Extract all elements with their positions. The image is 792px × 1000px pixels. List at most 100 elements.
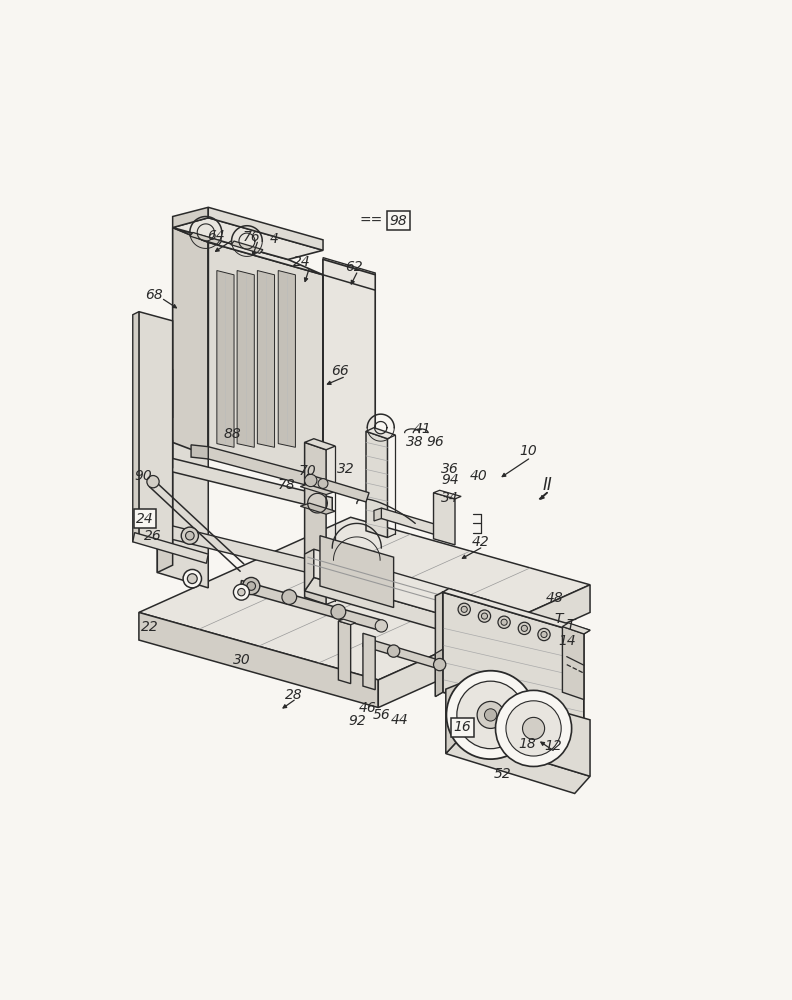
Polygon shape — [158, 323, 173, 573]
Polygon shape — [173, 218, 323, 259]
Text: 10: 10 — [520, 444, 538, 458]
Polygon shape — [257, 271, 275, 447]
Polygon shape — [139, 312, 173, 548]
Polygon shape — [305, 549, 314, 591]
Text: 4: 4 — [269, 232, 278, 246]
Polygon shape — [433, 493, 455, 545]
Polygon shape — [133, 533, 208, 563]
Polygon shape — [139, 362, 150, 414]
Polygon shape — [366, 428, 395, 439]
Circle shape — [433, 658, 446, 671]
Polygon shape — [208, 447, 323, 490]
Circle shape — [521, 625, 527, 631]
Polygon shape — [323, 259, 375, 502]
Polygon shape — [190, 232, 222, 245]
Circle shape — [185, 531, 194, 540]
Polygon shape — [305, 439, 335, 450]
Text: 76: 76 — [242, 230, 260, 244]
Polygon shape — [562, 623, 590, 634]
Text: 34: 34 — [441, 491, 459, 505]
Text: 42: 42 — [472, 535, 489, 549]
Polygon shape — [191, 445, 208, 459]
Text: 32: 32 — [337, 462, 355, 476]
Circle shape — [501, 619, 507, 625]
Polygon shape — [300, 503, 335, 514]
Polygon shape — [323, 258, 375, 275]
Polygon shape — [237, 271, 254, 447]
Polygon shape — [139, 433, 150, 465]
Text: II: II — [543, 476, 552, 494]
Text: 48: 48 — [546, 591, 563, 605]
Circle shape — [498, 616, 510, 628]
Text: 94: 94 — [441, 473, 459, 487]
Circle shape — [506, 701, 562, 756]
Polygon shape — [139, 612, 379, 708]
Polygon shape — [323, 259, 375, 290]
Text: 92: 92 — [348, 714, 366, 728]
Polygon shape — [436, 649, 443, 697]
Text: 28: 28 — [285, 688, 303, 702]
Text: 16: 16 — [454, 720, 471, 734]
Text: 14: 14 — [558, 634, 576, 648]
Text: 40: 40 — [470, 469, 487, 483]
Circle shape — [181, 527, 199, 544]
Circle shape — [147, 476, 159, 488]
Polygon shape — [363, 638, 487, 683]
Polygon shape — [231, 241, 263, 253]
Text: 30: 30 — [233, 653, 250, 667]
Polygon shape — [363, 633, 375, 690]
Text: 12: 12 — [544, 739, 562, 753]
Circle shape — [387, 645, 400, 657]
Text: 96: 96 — [426, 435, 444, 449]
Text: 22: 22 — [140, 620, 158, 634]
Text: 88: 88 — [224, 427, 242, 441]
Circle shape — [541, 631, 547, 638]
Text: 41: 41 — [414, 422, 432, 436]
Polygon shape — [461, 683, 590, 776]
Polygon shape — [208, 242, 323, 487]
Polygon shape — [240, 580, 383, 631]
Polygon shape — [158, 455, 333, 511]
Polygon shape — [150, 362, 173, 418]
Polygon shape — [305, 442, 326, 604]
Text: 66: 66 — [331, 364, 349, 378]
Text: 46: 46 — [359, 701, 377, 715]
Polygon shape — [382, 508, 449, 539]
Polygon shape — [158, 522, 333, 579]
Text: ==: == — [360, 214, 383, 228]
Polygon shape — [278, 271, 295, 447]
Circle shape — [478, 610, 490, 622]
Circle shape — [375, 620, 387, 632]
Polygon shape — [133, 312, 139, 542]
Circle shape — [234, 584, 249, 600]
Polygon shape — [150, 454, 158, 472]
Circle shape — [247, 582, 256, 590]
Circle shape — [282, 590, 297, 604]
Polygon shape — [366, 431, 387, 538]
Circle shape — [242, 577, 260, 595]
Polygon shape — [446, 683, 461, 754]
Text: 24: 24 — [136, 512, 154, 526]
Circle shape — [477, 701, 505, 728]
Polygon shape — [158, 323, 222, 345]
Polygon shape — [158, 330, 208, 588]
Polygon shape — [443, 592, 584, 735]
Polygon shape — [173, 207, 208, 228]
Circle shape — [238, 588, 245, 596]
Polygon shape — [338, 619, 356, 625]
Circle shape — [461, 606, 467, 612]
Circle shape — [458, 603, 470, 615]
Text: 78: 78 — [277, 478, 295, 492]
Circle shape — [447, 671, 535, 759]
Polygon shape — [436, 592, 443, 697]
Polygon shape — [305, 474, 369, 502]
Circle shape — [457, 681, 524, 749]
Text: 44: 44 — [391, 713, 409, 727]
Text: 90: 90 — [135, 469, 152, 483]
Circle shape — [538, 628, 550, 641]
Circle shape — [485, 709, 497, 721]
Text: T: T — [554, 612, 563, 626]
Text: 38: 38 — [406, 435, 424, 449]
Text: 68: 68 — [146, 288, 163, 302]
Circle shape — [482, 613, 488, 619]
